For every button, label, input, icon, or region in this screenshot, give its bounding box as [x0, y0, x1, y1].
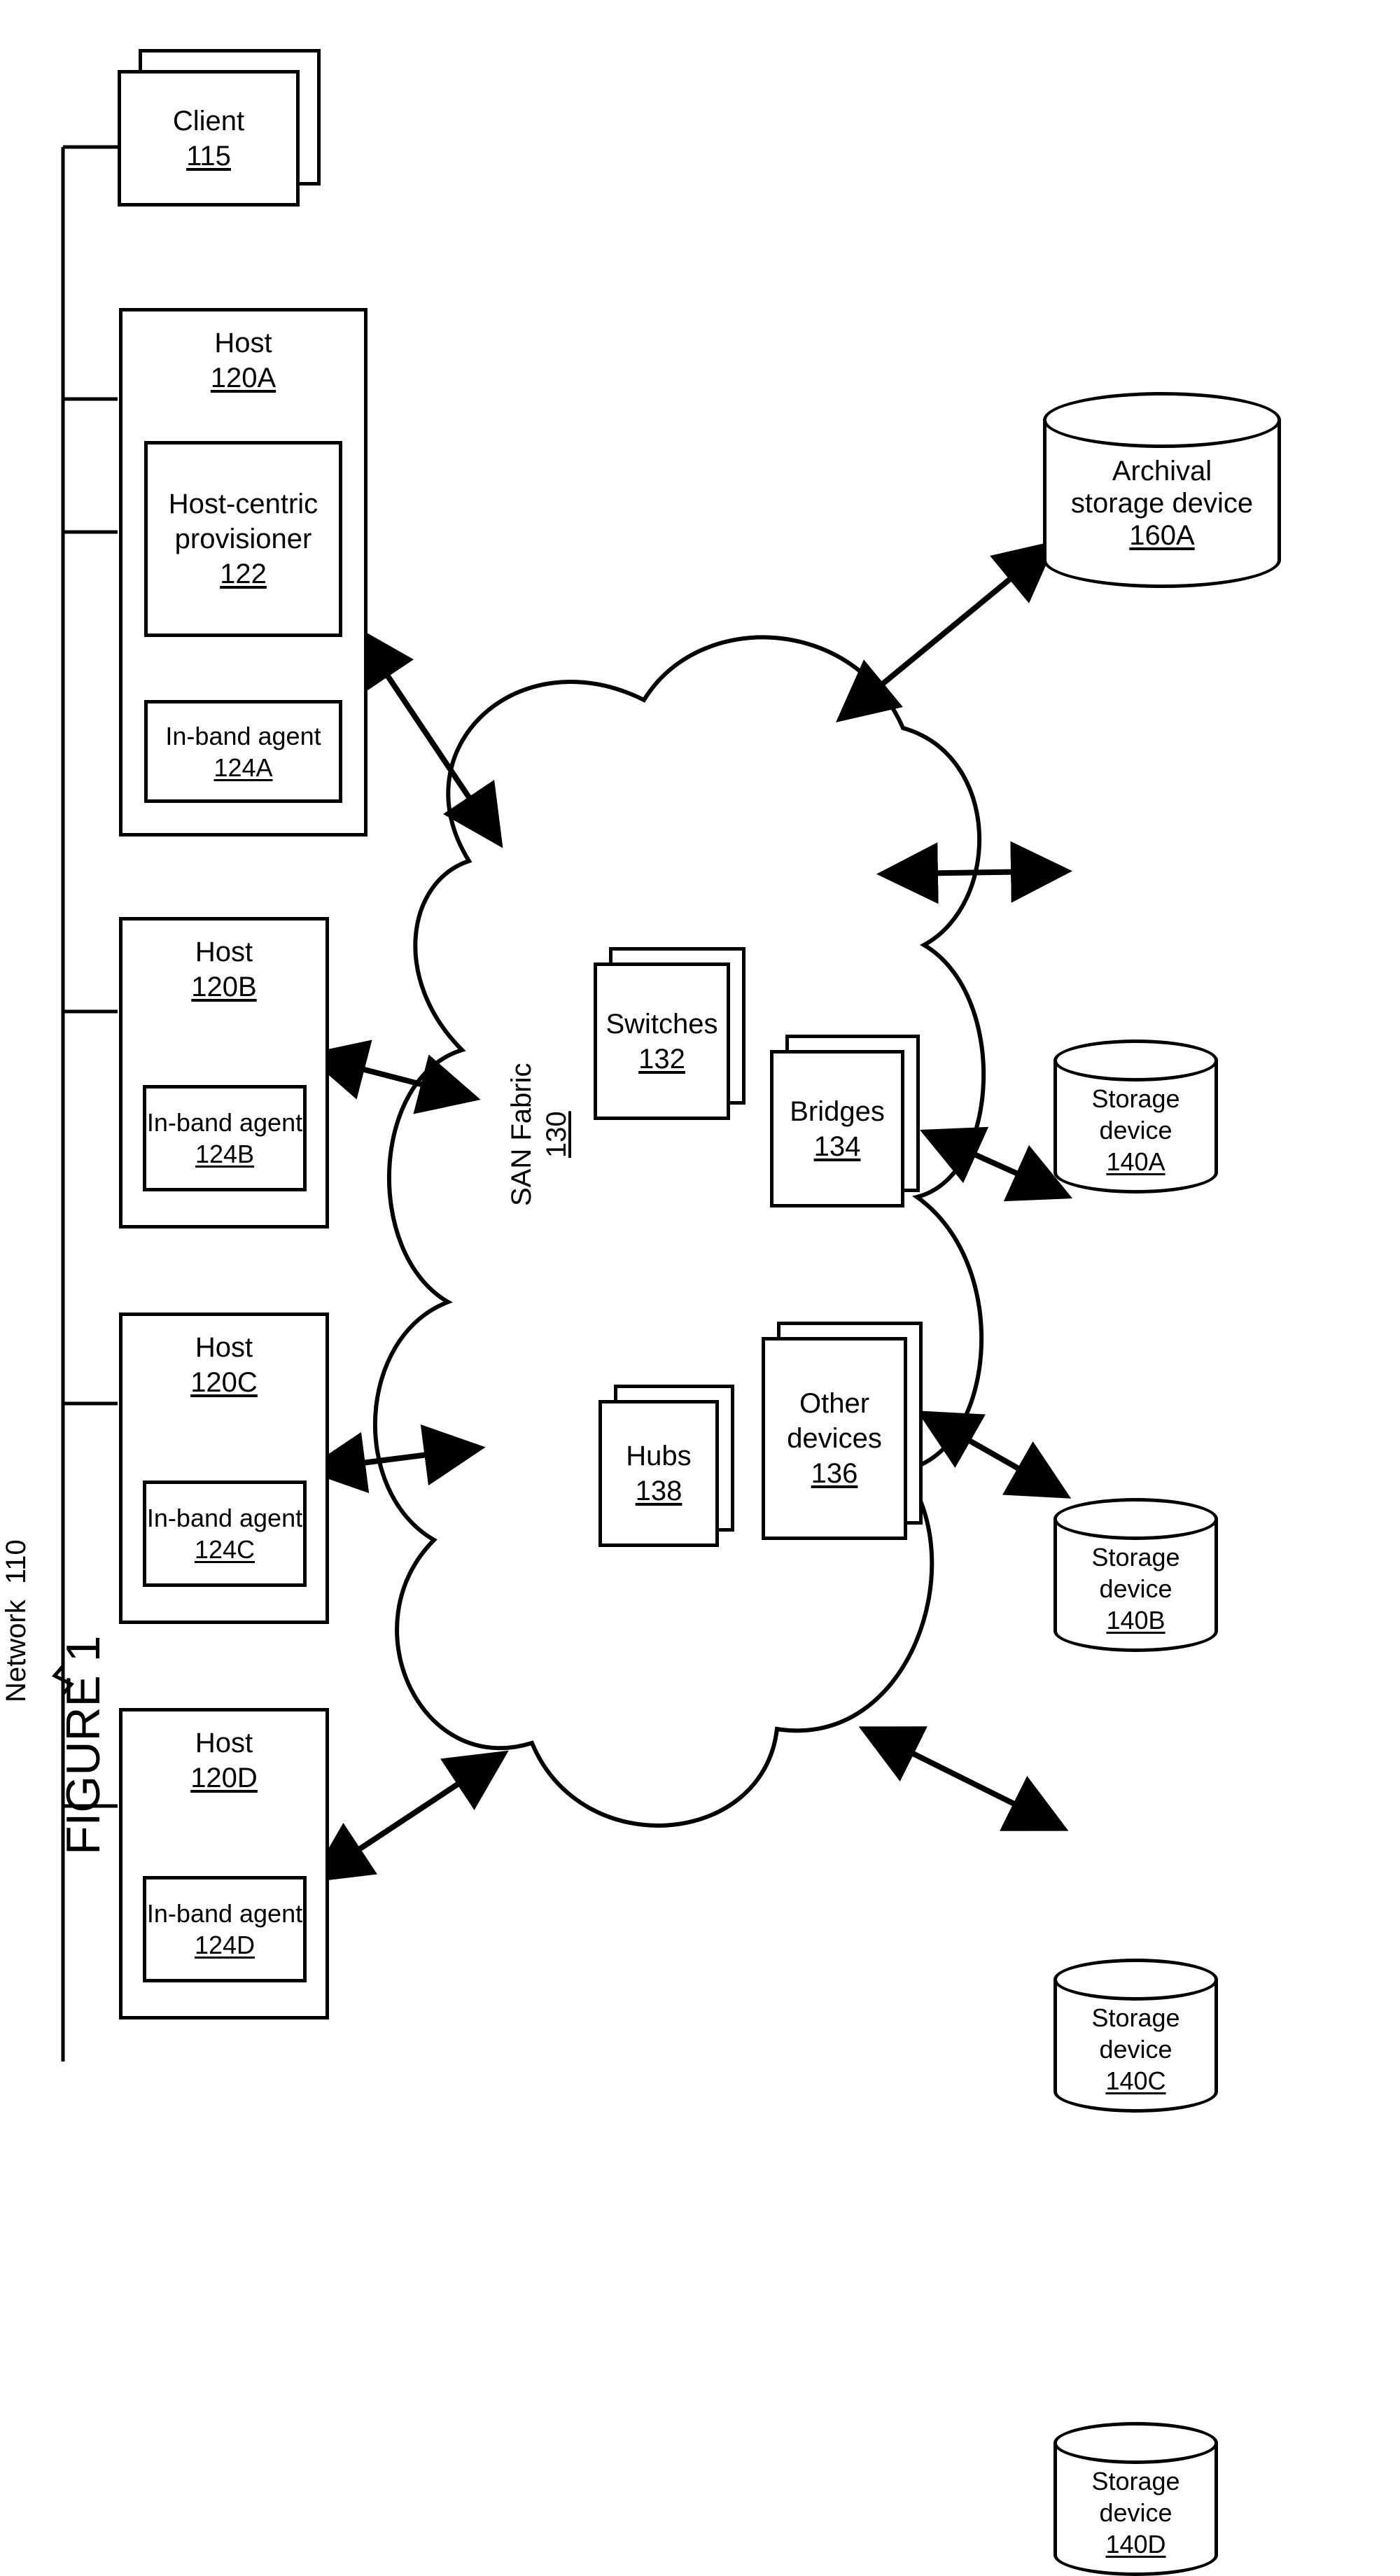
host-b-agent-box: In-band agent 124B [143, 1085, 307, 1191]
san-fabric-cloud [375, 637, 983, 1825]
client-ref: 115 [186, 139, 231, 174]
host-a-provisioner-box: Host-centric provisioner 122 [144, 441, 342, 637]
host-d-agent-ref: 124D [195, 1929, 255, 1961]
host-d-label: Host [195, 1726, 253, 1760]
host-c-agent-ref: 124C [195, 1534, 255, 1565]
fabric-hubs-box: Hubs 138 [598, 1400, 719, 1547]
storage-c-cylinder: Storage device 140C [1054, 1959, 1218, 2113]
host-d-agent-box: In-band agent 124D [143, 1876, 307, 1982]
host-a-agent-label: In-band agent [165, 720, 321, 752]
fabric-other-label: Other devices [765, 1386, 904, 1456]
archival-cylinder: Archival storage device 160A [1043, 392, 1281, 588]
host-b-agent-ref: 124B [195, 1138, 254, 1170]
host-b-ref: 120B [191, 969, 256, 1004]
fabric-bridges-label: Bridges [790, 1094, 885, 1129]
fabric-switches-ref: 132 [638, 1042, 685, 1077]
storage-b-cylinder: Storage device 140B [1054, 1498, 1218, 1652]
arrow-fabric-archival [860, 560, 1033, 703]
host-b-label: Host [195, 934, 253, 969]
host-a-provisioner-ref: 122 [220, 556, 267, 592]
storage-a-cylinder: Storage device 140A [1054, 1040, 1218, 1194]
host-d-ref: 120D [190, 1760, 258, 1795]
san-fabric-text: SAN Fabric [504, 1063, 539, 1207]
host-c-ref: 120C [190, 1365, 258, 1400]
archival-label: Archival storage device 160A [1043, 455, 1281, 552]
arrow-fabric-stg-a [907, 872, 1042, 874]
host-a-label: Host [214, 326, 272, 360]
fabric-hubs-ref: 138 [636, 1474, 682, 1508]
fabric-hubs-label: Hubs [626, 1438, 691, 1474]
client-label: Client [173, 104, 244, 139]
fabric-bridges-box: Bridges 134 [770, 1050, 904, 1208]
host-a-agent-ref: 124A [214, 752, 272, 783]
storage-d-cylinder: Storage device 140D [1054, 2422, 1218, 2576]
storage-b-label: Storage device 140B [1054, 1541, 1218, 1636]
fabric-bridges-ref: 134 [814, 1129, 861, 1164]
host-a-agent-box: In-band agent 124A [144, 700, 342, 803]
network-label: Network 110 [0, 1539, 34, 1702]
host-c-agent-box: In-band agent 124C [143, 1480, 307, 1587]
san-fabric-label: SAN Fabric 130 [504, 1063, 574, 1207]
host-d-agent-label: In-band agent [147, 1898, 302, 1929]
fabric-other-ref: 136 [811, 1456, 858, 1491]
host-b-agent-label: In-band agent [147, 1107, 302, 1138]
host-a-provisioner-label: Host-centric provisioner [169, 486, 318, 556]
san-fabric-ref: 130 [539, 1063, 574, 1207]
fabric-other-box: Other devices 136 [762, 1337, 907, 1540]
host-c-agent-label: In-band agent [147, 1502, 302, 1534]
client-box: Client 115 [118, 70, 300, 206]
arrow-fabric-stg-c [944, 1426, 1044, 1483]
storage-a-label: Storage device 140A [1054, 1083, 1218, 1177]
fabric-switches-label: Switches [606, 1007, 718, 1042]
arrow-fabric-stg-d [886, 1740, 1041, 1817]
fabric-switches-box: Switches 132 [594, 962, 730, 1120]
storage-d-label: Storage device 140D [1054, 2465, 1218, 2560]
arrow-host-d-fabric [335, 1768, 483, 1865]
storage-c-label: Storage device 140C [1054, 2002, 1218, 2096]
host-a-ref: 120A [211, 360, 276, 396]
host-c-label: Host [195, 1330, 253, 1365]
